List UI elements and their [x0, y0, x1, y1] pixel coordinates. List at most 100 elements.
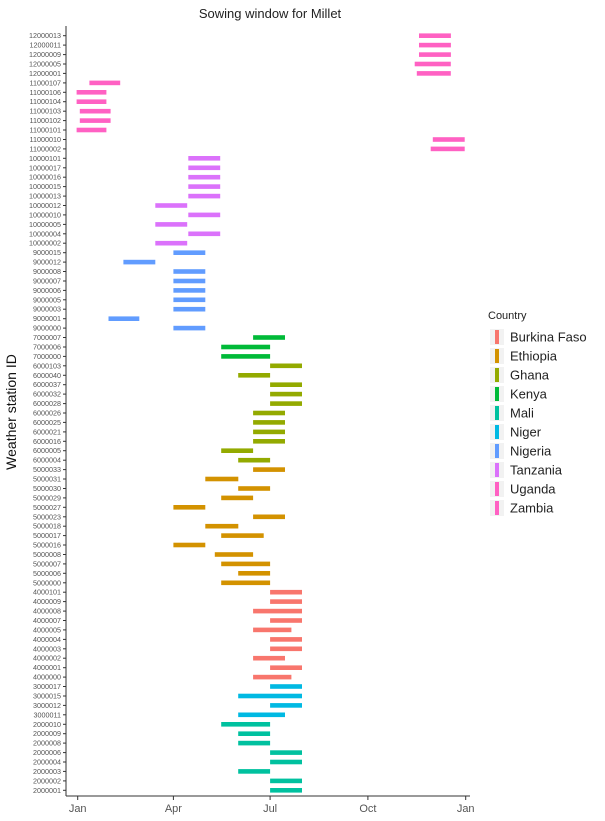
- y-tick-label: 11000102: [30, 116, 61, 125]
- bar-9000006: [173, 288, 206, 293]
- y-tick-label: 11000107: [30, 78, 61, 87]
- bar-6000103: [270, 363, 302, 369]
- bar-6000004: [238, 457, 271, 463]
- y-tick-label: 12000005: [29, 60, 61, 69]
- bar-4000000: [253, 674, 292, 680]
- legend-swatch: [495, 501, 499, 515]
- bar-2000002: [270, 778, 302, 784]
- bar-5000006: [238, 571, 271, 576]
- bar-10000010: [188, 212, 221, 218]
- y-tick-label: 4000005: [33, 625, 61, 634]
- bar-10000013: [188, 193, 221, 199]
- bar-6000025: [253, 420, 285, 425]
- y-tick-label: 7000007: [33, 333, 61, 342]
- bar-5000007: [221, 561, 271, 567]
- bar-12000011: [419, 42, 451, 48]
- y-tick-label: 2000002: [33, 776, 61, 785]
- y-tick-label: 5000023: [33, 512, 61, 521]
- y-tick-label: 5000027: [33, 503, 61, 512]
- y-tick-label: 9000000: [33, 324, 61, 333]
- bar-9000001: [108, 316, 140, 321]
- bar-6000032: [270, 391, 302, 397]
- bar-11000002: [430, 146, 465, 152]
- bar-11000101: [76, 127, 107, 133]
- y-tick-label: 11000103: [30, 107, 61, 116]
- legend-label: Ghana: [510, 368, 550, 383]
- y-tick-label: 6000040: [33, 371, 61, 380]
- y-tick-label: 12000001: [29, 69, 61, 78]
- y-tick-label: 9000008: [33, 267, 61, 276]
- bar-12000005: [414, 61, 451, 67]
- legend-swatch: [495, 406, 499, 420]
- y-tick-label: 2000003: [33, 767, 61, 776]
- bar-3000011: [238, 712, 285, 718]
- y-tick-label: 6000016: [33, 437, 61, 446]
- bar-4000009: [270, 599, 302, 604]
- y-tick-label: 2000006: [33, 748, 61, 757]
- y-tick-label: 11000002: [30, 144, 61, 153]
- legend-label: Nigeria: [510, 444, 552, 459]
- y-tick-label: 9000005: [33, 295, 61, 304]
- y-tick-label: 5000029: [33, 493, 61, 502]
- legend-label: Uganda: [510, 482, 556, 497]
- y-tick-label: 3000012: [33, 701, 61, 710]
- y-tick-label: 4000009: [33, 597, 61, 606]
- y-tick-label: 6000103: [33, 361, 61, 370]
- bar-10000101: [188, 156, 221, 161]
- legend-swatch: [495, 482, 499, 496]
- y-tick-label: 4000004: [33, 635, 61, 644]
- y-tick-label: 9000003: [33, 305, 61, 314]
- bar-2000006: [270, 750, 302, 755]
- bar-12000009: [419, 52, 451, 57]
- y-tick-label: 5000007: [33, 559, 61, 568]
- bar-4000003: [270, 646, 302, 652]
- bar-11000102: [79, 118, 111, 123]
- y-tick-label: 7000006: [33, 343, 61, 352]
- bar-2000003: [238, 769, 271, 774]
- y-tick-label: 10000017: [29, 163, 61, 172]
- bar-7000007: [253, 335, 285, 340]
- bar-6000028: [270, 401, 302, 406]
- y-tick-label: 10000005: [29, 220, 61, 229]
- bar-5000016: [173, 542, 206, 548]
- y-tick-label: 4000101: [33, 588, 61, 597]
- x-tick-label: Jan: [457, 803, 475, 815]
- bar-10000015: [188, 184, 221, 189]
- legend-swatch: [495, 368, 499, 382]
- legend-label: Kenya: [510, 387, 548, 402]
- bar-9000008: [173, 269, 206, 274]
- bar-5000018: [205, 523, 239, 529]
- bar-5000023: [253, 514, 285, 520]
- y-tick-label: 7000000: [33, 352, 61, 361]
- bar-2000008: [238, 740, 271, 746]
- bar-10000017: [188, 165, 221, 171]
- y-tick-label: 10000012: [29, 201, 61, 210]
- bar-6000021: [253, 429, 285, 435]
- y-tick-label: 6000026: [33, 409, 61, 418]
- x-tick-label: Apr: [165, 803, 182, 815]
- y-tick-label: 2000004: [33, 758, 61, 767]
- legend-title: Country: [488, 310, 527, 322]
- bar-3000012: [270, 703, 302, 708]
- y-tick-label: 4000000: [33, 673, 61, 682]
- y-tick-label: 9000015: [33, 248, 61, 257]
- bar-4000004: [270, 637, 302, 642]
- x-tick-label: Jan: [69, 803, 87, 815]
- bar-5000027: [173, 505, 206, 510]
- y-tick-label: 5000018: [33, 522, 61, 531]
- y-tick-label: 6000037: [33, 380, 61, 389]
- y-tick-label: 10000004: [29, 229, 61, 238]
- bar-9000000: [173, 325, 206, 331]
- y-tick-label: 2000009: [33, 729, 61, 738]
- y-tick-label: 4000002: [33, 654, 61, 663]
- bar-2000001: [270, 788, 302, 793]
- bar-5000000: [221, 580, 271, 586]
- bar-2000010: [221, 722, 271, 727]
- y-tick-label: 10000010: [29, 210, 61, 219]
- legend-label: Mali: [510, 406, 534, 421]
- legend-label: Ethiopia: [510, 349, 558, 364]
- y-tick-label: 5000008: [33, 550, 61, 559]
- bar-11000107: [89, 80, 121, 86]
- y-tick-label: 5000000: [33, 578, 61, 587]
- bar-9000005: [173, 297, 206, 303]
